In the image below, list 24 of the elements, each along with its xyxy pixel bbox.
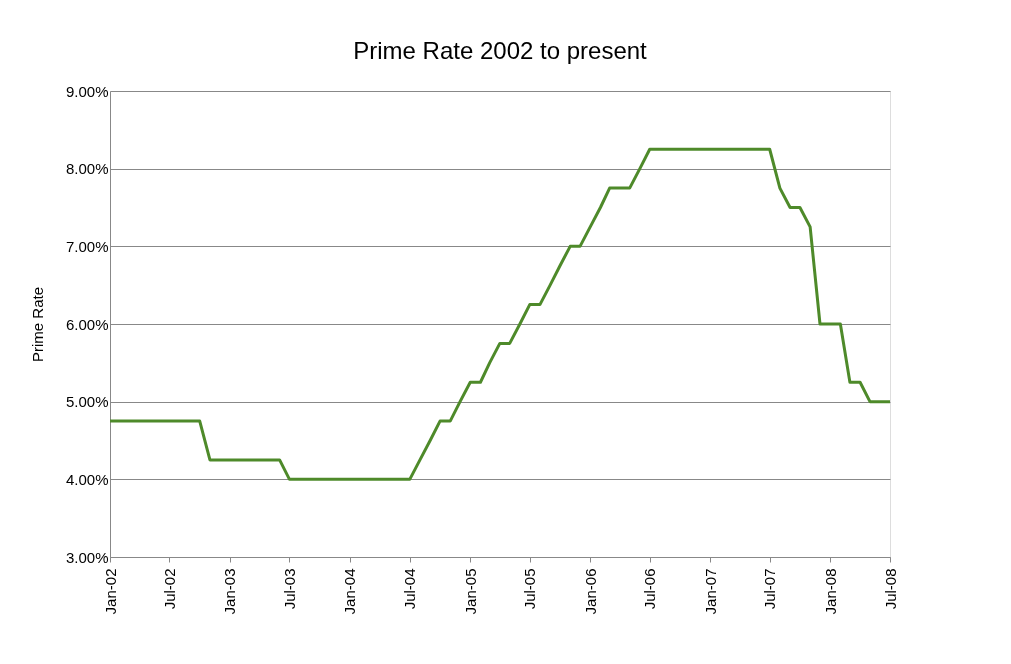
x-tick-label: Jan-08 bbox=[821, 568, 839, 615]
chart-title: Prime Rate 2002 to present bbox=[353, 37, 648, 64]
y-tick-label: 3.00% bbox=[65, 548, 109, 566]
y-tick-label: 5.00% bbox=[65, 393, 109, 411]
y-tick-label: 4.00% bbox=[65, 470, 109, 488]
x-tick-label: Jan-02 bbox=[101, 568, 119, 615]
x-tick-label: Jul-04 bbox=[401, 568, 419, 610]
x-tick-label: Jul-07 bbox=[761, 568, 779, 610]
y-tick-label: 9.00% bbox=[65, 82, 109, 100]
x-tick-label: Jul-05 bbox=[521, 568, 539, 610]
y-tick-label: 7.00% bbox=[65, 237, 109, 255]
x-tick-label: Jul-03 bbox=[280, 568, 298, 610]
y-tick-label: 6.00% bbox=[65, 315, 109, 333]
x-tick-label: Jan-04 bbox=[341, 568, 359, 615]
x-tick-label: Jan-07 bbox=[701, 568, 719, 615]
y-tick-label: 8.00% bbox=[65, 160, 109, 178]
x-tick-label: Jul-02 bbox=[160, 568, 178, 610]
x-tick-label: Jul-06 bbox=[641, 568, 659, 610]
y-axis-title: Prime Rate bbox=[28, 286, 46, 363]
x-tick-label: Jan-05 bbox=[461, 568, 479, 615]
x-tick-label: Jan-03 bbox=[221, 568, 239, 615]
x-tick-label: Jul-08 bbox=[881, 568, 899, 610]
line-series bbox=[108, 147, 892, 481]
x-tick-label: Jan-06 bbox=[581, 568, 599, 615]
